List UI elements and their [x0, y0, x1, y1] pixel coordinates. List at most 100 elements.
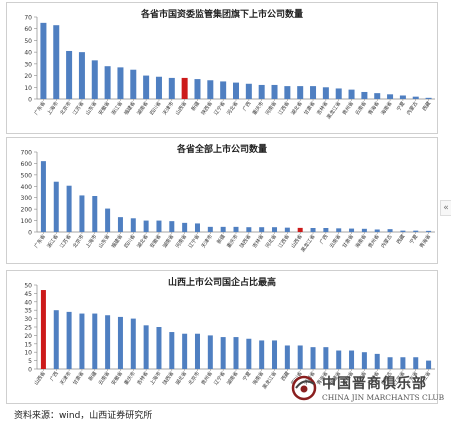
chart-1-xtick-label: 云南省 [354, 100, 368, 116]
chart-2-xtick-label: 贵州省 [367, 233, 381, 249]
chart-1-ytick-label: 70 [24, 15, 32, 22]
chart-1-bar [412, 96, 419, 99]
chart-1-ytick-label: 10 [24, 85, 32, 92]
chart-panel-1: 各省市国资委监管集团旗下上市公司数量 0 10 20 30 40 50 60 70 广东省 上海市… [6, 2, 438, 134]
chart-1-ytick-label: 40 [24, 50, 32, 57]
chart-3-bar [400, 357, 406, 369]
chart-2-ytick-label: 300 [21, 195, 33, 202]
chart-2-bar [53, 181, 59, 232]
chart-3-xtick-label: 广西 [48, 370, 59, 382]
chart-2-bar [92, 196, 98, 232]
chart-3-bar [156, 327, 162, 369]
chart-3-xtick-label: 西藏 [280, 370, 291, 382]
chart-3-bar [194, 333, 200, 369]
chart-1-bar [284, 86, 291, 99]
chart-2-xtick-label: 湖南省 [161, 233, 175, 249]
chart-2-bar [246, 227, 252, 232]
chart-1-xtick-label: 海南省 [379, 100, 393, 116]
chart-1-bar [335, 88, 342, 99]
chart-1-bar [233, 82, 239, 99]
chart-3-xtick-label: 甘肃省 [71, 370, 85, 386]
chart-panel-3: 山西上市公司国企占比最高 0 5 10 15 20 25 30 35 40 45 50 山西省 广西 天津… [6, 270, 438, 404]
chart-2-xtick-label: 河南省 [174, 233, 188, 249]
chart-1-bar [78, 52, 85, 99]
chart-2-bar [130, 218, 136, 232]
chart-3-bar [413, 357, 419, 369]
chart-3-bar [259, 340, 265, 369]
chart-2-xtick-label: 江苏省 [58, 233, 72, 249]
chart-1-bar [271, 84, 278, 99]
chart-2-xtick-label: 湖北省 [135, 233, 149, 249]
chart-3-ytick-label: 0 [28, 367, 32, 374]
chart-1-bar [40, 22, 47, 99]
chart-3-xtick-label: 湖南省 [225, 370, 239, 386]
chart-2-xtick-label: 广东省 [33, 233, 47, 249]
chart-2-bar [79, 195, 85, 232]
chart-1-xtick-label: 广东省 [33, 100, 47, 116]
chart-1-xtick-label: 上海市 [46, 100, 60, 116]
chart-1-xtick-label: 福建省 [123, 100, 137, 116]
chart-3-xtick-label: 贵州省 [200, 370, 214, 386]
chart-3-xtick-label: 吉林省 [135, 370, 149, 386]
chart-2-xtick-label: 安徽省 [148, 233, 162, 249]
chart-3-svg: 0 510 152025 3035 404550 山西省 广西 天津市 甘肃省 新疆 云南省 安徽省重… [24, 283, 435, 391]
chart-2-bar [400, 230, 406, 232]
chart-1-bar [425, 97, 432, 99]
chart-3-bar [40, 290, 46, 369]
chart-2-xtick-label: 陕西省 [238, 233, 252, 249]
chart-2-bar [194, 223, 200, 232]
chart-3-xtick-label: 湖北省 [174, 370, 188, 386]
chart-2-xtick-label: 山东省 [97, 233, 111, 249]
chart-3-bar [169, 332, 175, 369]
chart-3-xtick-label: 天津市 [58, 370, 72, 386]
chart-2-ytick-label: 500 [21, 172, 33, 179]
chart-1-xtick-label: 新疆 [190, 100, 201, 112]
chart-1-xtick-label: 甘肃省 [302, 100, 316, 116]
chart-2-bar [105, 208, 111, 232]
chart-3-bar [143, 325, 149, 369]
chart-1-xtick-label: 湖北省 [289, 100, 303, 116]
chart-3-title: 山西上市公司国企占比最高 [167, 278, 276, 288]
chart-2-xtick-label: 西藏 [395, 233, 406, 245]
chart-2-xtick-label: 河北省 [264, 233, 278, 249]
chart-1-bar [117, 67, 124, 99]
chart-3-xtick-label: 北京市 [187, 370, 201, 386]
chart-3-ytick-label: 30 [24, 316, 32, 323]
chart-1-bar [220, 81, 227, 99]
chart-1-bar [104, 66, 111, 99]
chart-1-bar [155, 76, 162, 99]
chart-2-xtick-label: 福建省 [110, 233, 124, 249]
chart-3-ytick-label: 20 [24, 333, 32, 340]
chart-2-ytick-label: 600 [21, 161, 33, 168]
chart-2-bar [117, 217, 123, 232]
chart-2-svg: 0 100 200 300 400 500 600 700 广东省 浙江省 江苏省 北京市 上海市 山东省… [21, 150, 435, 254]
chart-1-xtick-label: 北京市 [58, 100, 72, 116]
chart-1-bar [91, 60, 98, 99]
club-name-en: CHINA JIN MARCHANTS CLUB [322, 393, 445, 402]
chart-3-xtick-label: 重庆市 [123, 370, 137, 386]
chart-1-xtick-label: 宁夏 [395, 100, 406, 112]
chart-2-xtick-label: 吉林省 [251, 233, 265, 249]
chart-3-bar [130, 318, 136, 369]
chart-2-bar [233, 226, 239, 232]
chart-3-bar [426, 360, 432, 369]
chart-1-xtick-label: 湖南省 [135, 100, 149, 116]
chart-1-xtick-label: 河南省 [264, 100, 278, 116]
chart-1-xtick-label: 山东省 [84, 100, 98, 116]
chart-2-xtick-label: 重庆市 [225, 233, 239, 249]
chart-1-ytick-label: 60 [24, 26, 32, 33]
chart-3-bar [233, 337, 239, 369]
chart-2-bar [156, 220, 162, 232]
chart-3-xtick-label: 新疆 [87, 370, 98, 382]
chart-2-xtick-label: 甘肃省 [341, 233, 355, 249]
chart-3-bar [310, 347, 316, 369]
chart-1-bar [245, 83, 252, 99]
chart-1-xtick-label: 江西省 [277, 100, 291, 116]
chart-2-xtick-label: 天津市 [200, 233, 214, 249]
chart-1-xtick-label: 广西 [241, 100, 252, 112]
expand-side-button[interactable]: « [440, 200, 451, 216]
chart-3-bar [387, 357, 393, 369]
chart-3-bar [66, 311, 72, 369]
chart-3-xtick-label: 上海市 [148, 370, 162, 386]
chart-2-xtick-label: 云南省 [328, 233, 342, 249]
